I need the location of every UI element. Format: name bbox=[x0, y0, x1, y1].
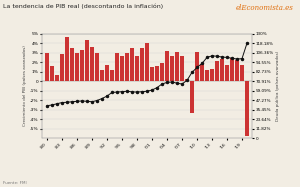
Bar bbox=[160, 63, 164, 81]
Bar bbox=[205, 70, 209, 81]
Bar bbox=[60, 54, 64, 81]
Bar bbox=[190, 81, 194, 113]
Bar bbox=[135, 56, 139, 81]
Text: Fuente: FMI: Fuente: FMI bbox=[3, 181, 27, 185]
Bar bbox=[240, 65, 244, 81]
Bar bbox=[210, 69, 214, 81]
Bar bbox=[145, 43, 149, 81]
Bar bbox=[65, 36, 69, 81]
Bar bbox=[95, 53, 99, 81]
Bar bbox=[155, 66, 159, 81]
Bar bbox=[230, 58, 234, 81]
Bar bbox=[100, 70, 104, 81]
Bar bbox=[115, 53, 119, 81]
Bar bbox=[200, 64, 204, 81]
Bar bbox=[180, 56, 184, 81]
Bar bbox=[235, 60, 239, 81]
Bar bbox=[55, 75, 59, 81]
Bar bbox=[50, 66, 54, 81]
Bar bbox=[215, 61, 219, 81]
Bar bbox=[125, 53, 129, 81]
Bar bbox=[130, 48, 134, 81]
Bar bbox=[165, 51, 169, 81]
Bar bbox=[85, 40, 89, 81]
Bar bbox=[195, 52, 199, 81]
Bar bbox=[110, 70, 114, 81]
Bar bbox=[105, 65, 109, 81]
Bar bbox=[70, 48, 74, 81]
Bar bbox=[170, 56, 174, 81]
Bar bbox=[185, 79, 189, 81]
Text: elEconomista.es: elEconomista.es bbox=[236, 4, 294, 12]
Bar bbox=[150, 67, 154, 81]
Y-axis label: Crecimiento del PIB (países avanzados): Crecimiento del PIB (países avanzados) bbox=[23, 46, 27, 126]
Bar bbox=[75, 53, 79, 81]
Bar bbox=[245, 81, 249, 137]
Y-axis label: Deuda pública (países avanzados): Deuda pública (países avanzados) bbox=[276, 51, 280, 121]
Bar bbox=[45, 53, 49, 81]
Bar bbox=[175, 52, 179, 81]
Bar bbox=[220, 59, 224, 81]
Text: La tendencia de PIB real (descontando la inflación): La tendencia de PIB real (descontando la… bbox=[3, 4, 163, 9]
Bar bbox=[120, 56, 124, 81]
Bar bbox=[140, 48, 144, 81]
Bar bbox=[80, 50, 84, 81]
Bar bbox=[90, 47, 94, 81]
Bar bbox=[225, 65, 229, 81]
